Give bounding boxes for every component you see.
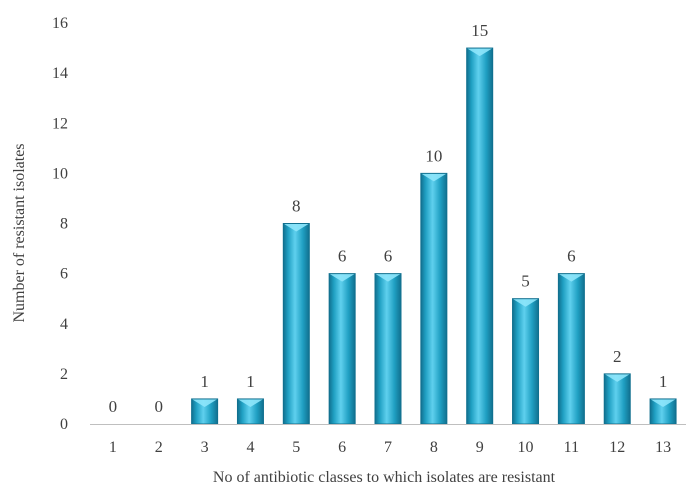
data-label: 1: [246, 372, 255, 391]
bar-cap: [283, 223, 310, 232]
bar-cap: [604, 373, 631, 382]
bar-body: [329, 273, 356, 424]
bar-cap: [512, 298, 539, 307]
bar: [191, 398, 219, 425]
x-axis-ticks: 1 2 3 4 5 6 7 8 9 10 11 12 13: [109, 439, 671, 456]
bar-body: [604, 373, 631, 424]
x-tick-label: 11: [564, 439, 579, 456]
data-label: 5: [521, 272, 530, 291]
bar: [603, 373, 631, 425]
data-labels: 0 0 1 1 8 6 6 10 15 5 6 2 1: [109, 21, 668, 416]
bar-body: [558, 273, 585, 424]
data-label: 2: [613, 347, 622, 366]
bar-cap: [558, 273, 585, 282]
data-label: 6: [338, 247, 347, 266]
bar-body: [466, 48, 493, 424]
x-tick-label: 7: [384, 439, 392, 456]
data-label: 1: [200, 372, 209, 391]
data-label: 6: [384, 247, 393, 266]
bar: [649, 398, 677, 425]
bar-body: [420, 173, 447, 424]
bar-cap: [191, 398, 218, 407]
x-axis-title: No of antibiotic classes to which isolat…: [213, 469, 556, 486]
y-axis-ticks: 0 2 4 6 8 10 12 14 16: [52, 15, 68, 433]
x-tick-label: 1: [109, 439, 117, 456]
bar: [512, 298, 540, 425]
x-tick-label: 9: [476, 439, 484, 456]
y-tick-label: 14: [52, 65, 68, 82]
data-label: 10: [425, 146, 442, 165]
x-tick-label: 3: [201, 439, 209, 456]
y-tick-label: 2: [60, 366, 68, 383]
x-tick-label: 8: [430, 439, 438, 456]
bar-cap: [650, 398, 677, 407]
bar: [374, 273, 402, 425]
x-tick-label: 2: [155, 439, 163, 456]
bar-cap: [375, 273, 401, 282]
data-label: 15: [471, 21, 488, 40]
data-label: 0: [155, 397, 164, 416]
data-label: 1: [659, 372, 668, 391]
bar-cap: [237, 398, 264, 407]
x-tick-label: 6: [338, 439, 346, 456]
bar: [557, 273, 585, 425]
y-axis-title: Number of resistant isolates: [11, 143, 28, 322]
y-tick-label: 16: [52, 15, 68, 32]
bar: [420, 172, 448, 425]
bar-cap: [420, 173, 447, 182]
bar: [328, 273, 356, 425]
x-tick-label: 5: [292, 439, 300, 456]
data-label: 8: [292, 197, 301, 216]
bar-body: [512, 298, 539, 424]
bar-body: [283, 223, 310, 424]
x-tick-label: 13: [655, 439, 671, 456]
bar: [282, 223, 310, 425]
bar-body: [375, 273, 401, 424]
bar-cap: [329, 273, 356, 282]
bar-cap: [466, 48, 493, 57]
y-tick-label: 6: [60, 266, 68, 283]
y-tick-label: 0: [60, 416, 68, 433]
x-tick-label: 10: [518, 439, 534, 456]
y-tick-label: 4: [60, 316, 68, 333]
y-tick-label: 8: [60, 216, 68, 233]
bar: [236, 398, 264, 425]
data-label: 6: [567, 247, 576, 266]
bars: [191, 47, 677, 425]
y-tick-label: 12: [52, 115, 68, 132]
data-label: 0: [109, 397, 118, 416]
y-tick-label: 10: [52, 165, 68, 182]
bar: [466, 47, 494, 425]
x-tick-label: 12: [609, 439, 625, 456]
x-tick-label: 4: [246, 439, 254, 456]
